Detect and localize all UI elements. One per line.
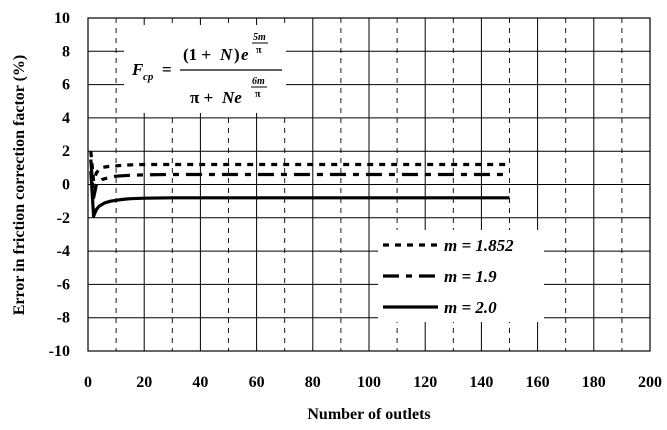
formula-num-exp-top: 5m [253, 32, 266, 43]
formula-num-exp-bot: π [256, 45, 262, 56]
formula-den-exp-bot: π [255, 89, 261, 100]
x-tick-label: 60 [249, 374, 265, 391]
formula-box-bg [124, 25, 286, 113]
legend-label-1: m = 1.852 [444, 236, 514, 255]
series-line-3 [89, 171, 510, 218]
x-tick-label: 80 [305, 374, 321, 391]
x-tick-label: 0 [84, 374, 92, 391]
formula-den-ne: Ne [221, 88, 242, 107]
formula-box: F cp = (1 + N ) e 5m π π + Ne 6m π [124, 25, 286, 113]
formula-num-e: e [241, 45, 249, 64]
x-tick-label: 160 [526, 374, 550, 391]
series-line-2 [89, 159, 510, 200]
formula-num-close: ) [234, 45, 240, 64]
y-tick-label: 8 [62, 43, 70, 60]
y-tick-label: 10 [54, 10, 70, 27]
x-tick-label: 100 [357, 374, 381, 391]
formula-lhs: F [131, 60, 144, 79]
y-axis-title: Error in friction correction factor (%) [11, 55, 28, 316]
formula-equals: = [162, 60, 172, 79]
y-tick-label: 6 [62, 77, 70, 94]
data-series [89, 151, 510, 218]
y-tick-label: -6 [57, 276, 70, 293]
x-tick-label: 140 [469, 374, 493, 391]
x-axis-title: Number of outlets [307, 406, 430, 423]
x-tick-labels: 0 20 40 60 80 100 120 140 160 180 200 [84, 374, 662, 391]
formula-lhs-sub: cp [143, 71, 154, 83]
y-tick-label: -4 [57, 243, 70, 260]
y-tick-labels: 10 8 6 4 2 0 -2 -4 -6 -8 -10 [49, 10, 70, 360]
series-line-1 [89, 151, 510, 183]
y-tick-label: 2 [62, 143, 70, 160]
y-tick-label: 4 [62, 110, 70, 127]
y-tick-label: -2 [57, 210, 70, 227]
x-tick-label: 200 [638, 374, 662, 391]
legend-label-2: m = 1.9 [444, 267, 497, 286]
x-tick-label: 40 [192, 374, 208, 391]
x-tick-label: 120 [413, 374, 437, 391]
formula-den-exp-top: 6m [252, 76, 265, 87]
formula-den-pi: π + [190, 88, 213, 107]
legend: m = 1.852 m = 1.9 m = 2.0 [378, 230, 544, 322]
legend-label-3: m = 2.0 [444, 298, 497, 317]
x-tick-label: 20 [136, 374, 152, 391]
plot-frame [87, 17, 651, 352]
formula-num-n: N [219, 45, 233, 64]
y-tick-label: 0 [62, 177, 70, 194]
y-tick-label: -10 [49, 343, 70, 360]
formula-num-open: (1 + [183, 45, 211, 64]
y-tick-label: -8 [57, 310, 70, 327]
x-tick-label: 180 [582, 374, 606, 391]
